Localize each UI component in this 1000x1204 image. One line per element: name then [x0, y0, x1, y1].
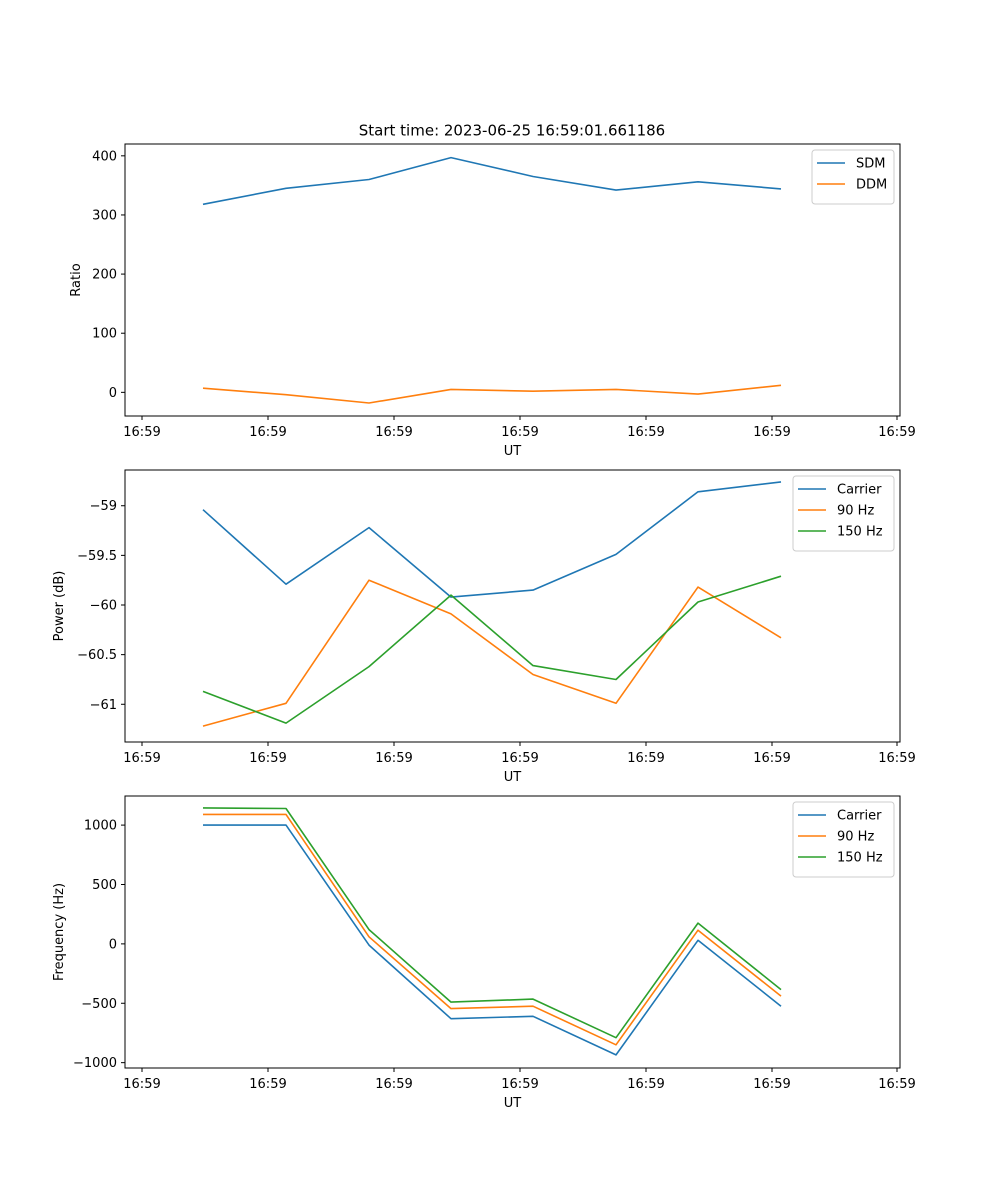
x-tick-label: 16:59 — [878, 425, 915, 440]
legend-label: SDM — [856, 157, 885, 172]
x-tick-label: 16:59 — [878, 751, 915, 766]
axes-frame — [124, 469, 901, 743]
series-line-150-hz — [202, 575, 782, 724]
legend-label: Carrier — [837, 809, 882, 824]
series-line-90-hz — [202, 579, 782, 727]
y-tick-label: 500 — [92, 878, 117, 893]
y-axis-label: Ratio — [69, 263, 84, 296]
x-tick-label: 16:59 — [501, 425, 538, 440]
x-tick-label: 16:59 — [249, 751, 286, 766]
x-tick-label: 16:59 — [123, 425, 160, 440]
y-tick-label: 100 — [92, 327, 117, 342]
legend-box — [792, 475, 895, 552]
x-tick-label: 16:59 — [375, 751, 412, 766]
y-tick-label: 200 — [92, 268, 117, 283]
x-tick-label: 16:59 — [501, 751, 538, 766]
legend-label: 150 Hz — [837, 851, 883, 866]
y-tick-label: −500 — [81, 997, 117, 1012]
series-line-carrier — [203, 824, 782, 1056]
x-tick-label: 16:59 — [753, 1077, 790, 1092]
y-tick-label: −60 — [90, 599, 117, 614]
x-axis-label: UT — [504, 444, 522, 459]
y-tick-label: −59.5 — [77, 549, 117, 564]
x-tick-label: 16:59 — [249, 425, 286, 440]
y-tick-label: 1000 — [84, 819, 117, 834]
x-tick-label: 16:59 — [123, 751, 160, 766]
legend-label: 90 Hz — [837, 504, 874, 519]
y-tick-label: 300 — [92, 208, 117, 223]
series-line-150-hz — [202, 807, 782, 1039]
x-tick-label: 16:59 — [123, 1077, 160, 1092]
x-tick-label: 16:59 — [627, 1077, 664, 1092]
y-tick-label: −1000 — [73, 1056, 117, 1071]
axes-frame — [124, 795, 901, 1069]
x-tick-label: 16:59 — [878, 1077, 915, 1092]
legend-label: 150 Hz — [837, 525, 883, 540]
x-tick-label: 16:59 — [627, 751, 664, 766]
x-axis-label: UT — [504, 1096, 522, 1111]
figure-title: Start time: 2023-06-25 16:59:01.661186 — [359, 122, 665, 140]
y-tick-label: −59 — [90, 499, 117, 514]
x-tick-label: 16:59 — [627, 425, 664, 440]
x-tick-label: 16:59 — [375, 425, 412, 440]
y-tick-label: 400 — [92, 149, 117, 164]
axes-frame — [124, 143, 901, 417]
x-tick-label: 16:59 — [375, 1077, 412, 1092]
x-axis-label: UT — [504, 770, 522, 785]
series-line-carrier — [202, 481, 782, 598]
y-axis-label: Frequency (Hz) — [52, 883, 67, 981]
legend-label: DDM — [856, 178, 887, 193]
y-tick-label: −61 — [90, 698, 117, 713]
y-tick-label: 0 — [109, 386, 117, 401]
legend-label: Carrier — [837, 483, 882, 498]
series-line-ddm — [202, 384, 782, 404]
legend-label: 90 Hz — [837, 830, 874, 845]
x-tick-label: 16:59 — [753, 425, 790, 440]
y-axis-label: Power (dB) — [52, 571, 67, 642]
series-line-sdm — [202, 156, 782, 206]
x-tick-label: 16:59 — [501, 1077, 538, 1092]
x-tick-label: 16:59 — [753, 751, 790, 766]
series-line-90-hz — [203, 813, 782, 1046]
legend-box — [792, 801, 895, 878]
y-tick-label: 0 — [109, 937, 117, 952]
x-tick-label: 16:59 — [249, 1077, 286, 1092]
y-tick-label: −60.5 — [77, 648, 117, 663]
